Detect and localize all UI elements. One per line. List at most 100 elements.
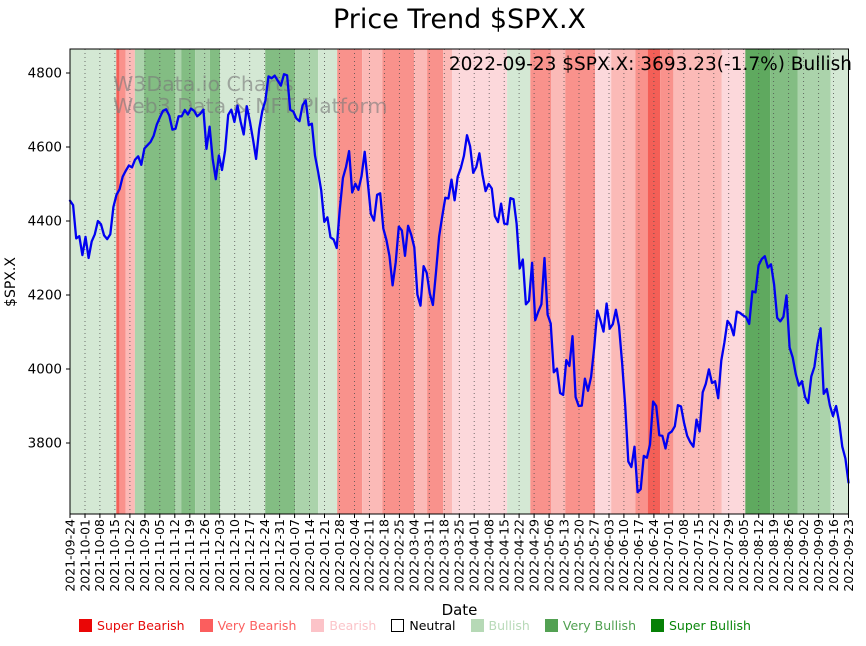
sentiment-band-vb (565, 49, 596, 514)
sentiment-band-u (134, 49, 145, 514)
x-tick-label: 2022-03-18 (437, 519, 452, 592)
y-tick-label: 3800 (28, 436, 62, 452)
legend-swatch (544, 619, 558, 632)
legend-label: Bullish (488, 618, 530, 633)
sentiment-band-u (195, 49, 210, 514)
sentiment-band-ul (70, 49, 117, 514)
x-tick-label: 2022-02-25 (392, 519, 407, 592)
legend-swatch (391, 619, 405, 632)
x-tick-label: 2021-10-15 (107, 519, 122, 592)
sentiment-band-sb (116, 49, 120, 514)
x-tick-label: 2022-09-02 (796, 519, 811, 592)
x-tick-label: 2022-02-18 (377, 519, 392, 592)
legend: Super Bearish Very Bearish Bearish Neutral B… (40, 618, 790, 633)
legend-label: Super Bearish (97, 618, 185, 633)
x-tick-label: 2022-08-19 (766, 519, 781, 592)
legend-label: Neutral (409, 618, 456, 633)
sentiment-band-b (611, 49, 636, 514)
legend-item-bullish: Bullish (470, 618, 530, 633)
x-tick-label: 2022-07-01 (661, 519, 676, 592)
sentiment-band-vb (119, 49, 126, 514)
legend-swatch (79, 619, 93, 632)
watermark-line1: W3Data.io Charts (113, 72, 294, 96)
x-tick-label: 2021-09-24 (62, 519, 77, 592)
x-tick-label: 2022-04-15 (497, 519, 512, 592)
x-tick-label: 2022-07-08 (676, 519, 691, 592)
x-tick-label: 2021-10-29 (137, 519, 152, 592)
x-tick-label: 2022-09-09 (811, 519, 826, 592)
x-tick-label: 2022-07-29 (721, 519, 736, 592)
sentiment-band-vb (337, 49, 363, 514)
legend-swatch (199, 619, 213, 632)
legend-label: Very Bullish (562, 618, 636, 633)
x-tick-label: 2021-10-01 (77, 519, 92, 592)
sentiment-band-u (175, 49, 182, 514)
x-tick-label: 2022-05-27 (586, 519, 601, 592)
x-tick-label: 2021-12-31 (272, 519, 287, 592)
legend-label: Super Bullish (669, 618, 751, 633)
sentiment-band-vb (660, 49, 674, 514)
x-axis-title: Date (441, 601, 478, 619)
x-tick-label: 2022-06-24 (646, 519, 661, 592)
sentiment-band-vu (181, 49, 196, 514)
legend-item-very-bearish: Very Bearish (199, 618, 296, 633)
x-tick-label: 2022-01-28 (332, 519, 347, 592)
x-tick-label: 2021-12-24 (257, 519, 272, 592)
sentiment-band-b (673, 49, 722, 514)
sentiment-band-vu (770, 49, 798, 514)
x-tick-label: 2022-02-04 (347, 519, 362, 592)
y-axis-title: $SPX.X (3, 257, 19, 307)
x-tick-label: 2022-07-15 (691, 519, 706, 592)
legend-item-super-bullish: Super Bullish (651, 618, 751, 633)
legend-swatch (651, 619, 664, 632)
y-tick-label: 4000 (28, 362, 62, 378)
sentiment-band-u (797, 49, 831, 514)
x-tick-label: 2022-07-22 (706, 519, 721, 592)
x-tick-label: 2022-04-01 (467, 519, 482, 592)
chart-title: Price Trend $SPX.X (332, 4, 587, 35)
sentiment-band-vb (635, 49, 648, 514)
sentiment-band-vb (530, 49, 552, 514)
x-tick-label: 2022-06-10 (616, 519, 631, 592)
x-tick-label: 2021-11-12 (167, 519, 182, 592)
x-tick-label: 2022-01-14 (302, 519, 317, 592)
x-tick-label: 2022-06-03 (601, 519, 616, 592)
x-tick-label: 2021-11-26 (197, 519, 212, 592)
sentiment-band-b (443, 49, 453, 514)
x-tick-label: 2022-08-12 (751, 519, 766, 592)
x-tick-label: 2022-04-22 (511, 519, 526, 592)
sentiment-band-b (362, 49, 383, 514)
legend-label: Bearish (329, 618, 377, 633)
legend-item-bearish: Bearish (311, 618, 376, 633)
x-tick-label: 2022-06-17 (631, 519, 646, 592)
sentiment-band-u (295, 49, 319, 514)
sentiment-band-vu (209, 49, 221, 514)
x-tick-label: 2022-05-13 (556, 519, 571, 592)
y-tick-label: 4600 (28, 140, 62, 156)
y-tick-label: 4800 (28, 66, 62, 82)
legend-item-super-bearish: Super Bearish (79, 618, 185, 633)
y-tick-label: 4400 (28, 214, 62, 230)
sentiment-band-ul (830, 49, 849, 514)
x-tick-label: 2022-01-07 (287, 519, 302, 592)
x-tick-label: 2022-04-29 (526, 519, 541, 592)
x-tick-label: 2022-02-11 (362, 519, 377, 592)
sentiment-band-bl (721, 49, 746, 514)
x-tick-label: 2022-09-16 (826, 519, 841, 592)
sentiment-band-vu (265, 49, 296, 514)
sentiment-band-vb (382, 49, 415, 514)
x-tick-label: 2022-03-25 (452, 519, 467, 592)
legend-item-very-bullish: Very Bullish (544, 618, 636, 633)
x-tick-label: 2021-10-22 (122, 519, 137, 592)
y-tick-label: 4200 (28, 288, 62, 304)
sentiment-band-b (414, 49, 428, 514)
x-tick-label: 2022-09-23 (841, 519, 856, 592)
x-tick-label: 2022-03-11 (422, 519, 437, 592)
sentiment-band-bl (595, 49, 612, 514)
watermark-line2: Web3 Data & NFT Platform (113, 94, 387, 118)
x-tick-label: 2021-12-03 (212, 519, 227, 592)
sentiment-band-b (551, 49, 566, 514)
legend-swatch (311, 619, 325, 632)
